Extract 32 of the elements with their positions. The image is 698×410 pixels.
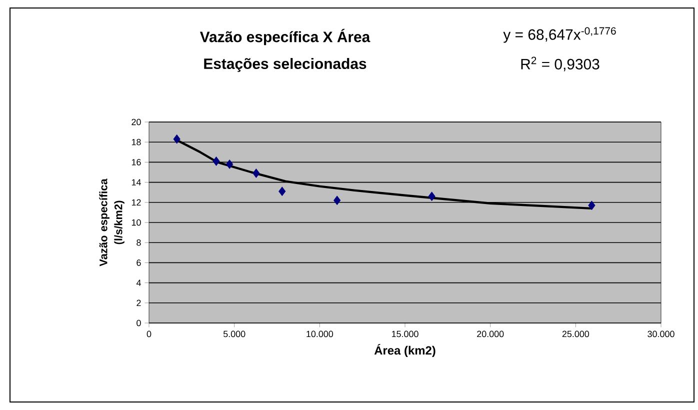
y-tick-label: 0	[136, 320, 141, 326]
x-tick-label: 30.000	[648, 330, 674, 338]
point	[173, 134, 180, 144]
y-tick-label: 14	[132, 179, 141, 186]
point	[334, 196, 341, 206]
point	[252, 168, 260, 178]
y-tick-label: 12	[132, 199, 141, 206]
x-tick-label: 0	[146, 330, 152, 338]
text: y = 68,647x$^{-0,1776}$	[503, 27, 616, 43]
x-tick-label: 5.000	[223, 330, 246, 338]
y-axis-title: Vazão específica (l/s/km2)	[99, 178, 124, 266]
x-axis-title: Área (km2)	[374, 344, 436, 358]
chart-subtitle: Estações selecionadas	[204, 58, 366, 72]
x-tick-label: 15.000	[392, 330, 418, 338]
y-tick-label: 8	[136, 239, 141, 246]
x-tick-label: 20.000	[477, 330, 504, 338]
point	[278, 186, 286, 196]
y-tick-label: 20	[132, 118, 141, 126]
x-tick-label: 25.000	[562, 330, 590, 338]
point	[226, 160, 234, 169]
y-tick-label: 4	[136, 280, 141, 286]
x-tick-label: 10.000	[306, 330, 334, 338]
text: R$^{2}$ = 0,9303	[521, 56, 600, 72]
chart-title: Vazão específica X Área	[200, 28, 370, 46]
point	[428, 192, 436, 202]
point	[588, 200, 596, 210]
point	[212, 156, 220, 166]
y-tick-label: 16	[132, 159, 141, 166]
y-tick-label: 2	[136, 300, 141, 306]
y-tick-label: 6	[136, 260, 141, 266]
y-tick-label: 10	[132, 219, 141, 226]
y-tick-label: 18	[132, 138, 141, 146]
